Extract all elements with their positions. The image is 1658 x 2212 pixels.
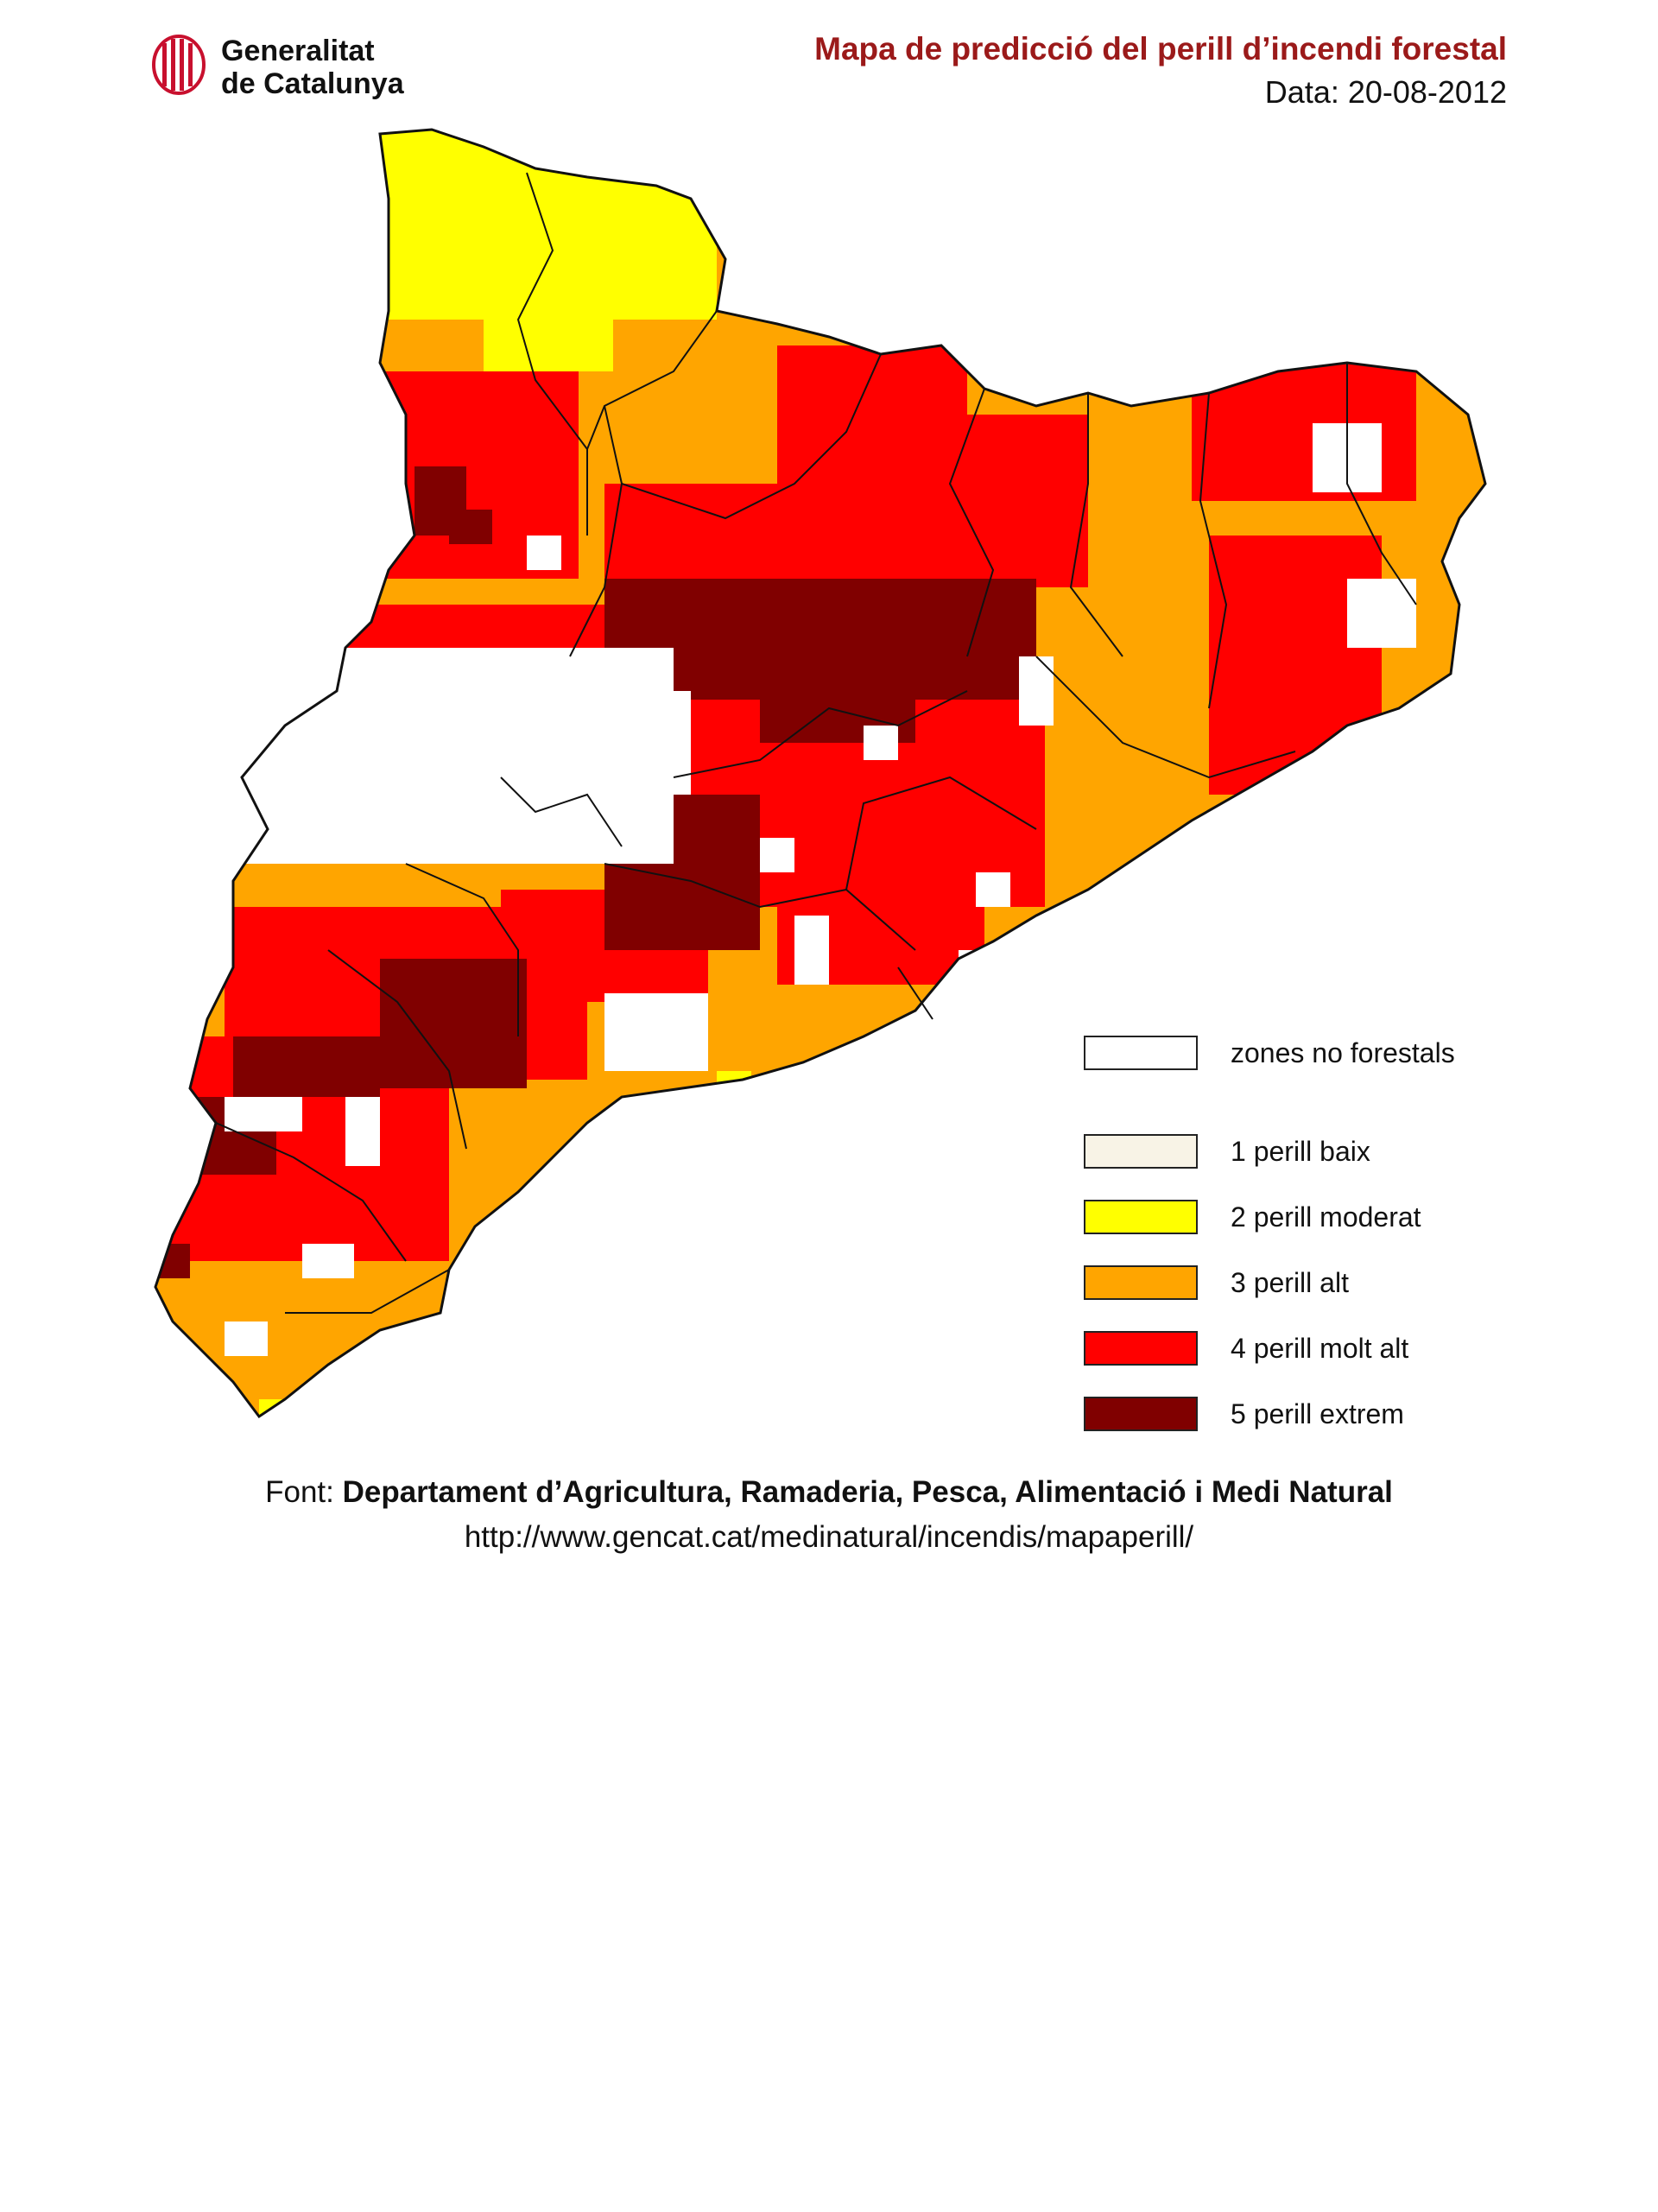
legend-swatch-level-5 [1084,1397,1198,1431]
legend-label-level-3: 3 perill alt [1231,1267,1349,1298]
source-name: Departament d’Agricultura, Ramaderia, Pe… [342,1475,1393,1509]
legend-item-level-3: 3 perill alt [1084,1262,1533,1303]
comarca-borders [215,172,1417,1314]
legend-item-level-1: 1 perill baix [1084,1131,1533,1172]
legend-swatch-no-forest [1084,1036,1198,1070]
legend-label-level-1: 1 perill baix [1231,1136,1370,1167]
logo-text: Generalitat de Catalunya [221,35,404,100]
generalitat-logo: Generalitat de Catalunya [152,33,446,102]
legend-item-level-2: 2 perill moderat [1084,1196,1533,1238]
logo-line2: de Catalunya [221,67,404,100]
legend-item-level-4: 4 perill molt alt [1084,1328,1533,1369]
catalan-flag-logo-icon [152,35,206,95]
legend-label-level-5: 5 perill extrem [1231,1398,1404,1429]
legend-swatch-level-3 [1084,1265,1198,1300]
source-url[interactable]: http://www.gencat.cat/medinatural/incend… [464,1520,1194,1554]
legend-swatch-level-2 [1084,1200,1198,1234]
source-credit: Font: Departament d’Agricultura, Ramader… [0,1475,1658,1510]
legend-label-level-4: 4 perill molt alt [1231,1333,1409,1364]
legend-swatch-level-4 [1084,1331,1198,1366]
legend-item-no-forest: zones no forestals [1084,1032,1533,1074]
logo-line1: Generalitat [221,35,375,67]
fire-danger-map [154,128,1487,1418]
map-title: Mapa de predicció del perill d’incendi f… [814,31,1507,67]
map-date: Data: 20-08-2012 [1264,74,1507,110]
map-legend: zones no forestals 1 perill baix 2 peril… [1084,1032,1533,1447]
legend-swatch-level-1 [1084,1134,1198,1169]
legend-label-no-forest: zones no forestals [1231,1037,1455,1068]
source-prefix: Font: [265,1475,343,1509]
legend-label-level-2: 2 perill moderat [1231,1201,1421,1233]
legend-item-level-5: 5 perill extrem [1084,1393,1533,1435]
